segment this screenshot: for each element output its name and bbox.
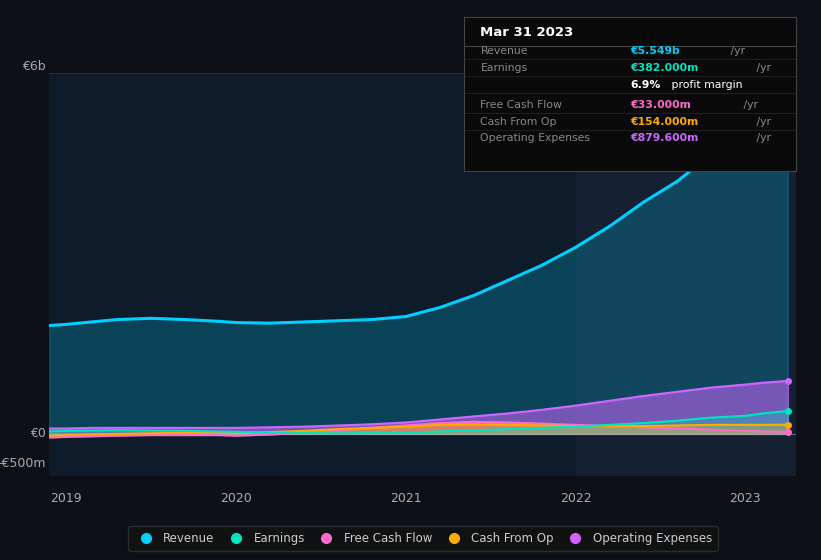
Text: 2019: 2019 [50,492,82,505]
Text: Mar 31 2023: Mar 31 2023 [480,26,574,39]
Text: €33.000m: €33.000m [631,100,691,110]
Text: €154.000m: €154.000m [631,116,699,127]
Text: €0: €0 [30,427,45,440]
Text: €5.549b: €5.549b [631,46,680,55]
Text: /yr: /yr [753,116,771,127]
Text: -€500m: -€500m [0,458,45,470]
Text: €879.600m: €879.600m [631,133,699,143]
Text: €382.000m: €382.000m [631,63,699,73]
Text: /yr: /yr [753,63,771,73]
Text: Cash From Op: Cash From Op [480,116,557,127]
Legend: Revenue, Earnings, Free Cash Flow, Cash From Op, Operating Expenses: Revenue, Earnings, Free Cash Flow, Cash … [128,526,718,550]
Text: Revenue: Revenue [480,46,528,55]
Bar [576,73,796,476]
Text: 2023: 2023 [730,492,761,505]
Text: 6.9%: 6.9% [631,80,660,90]
Text: profit margin: profit margin [668,80,743,90]
Text: Earnings: Earnings [480,63,528,73]
Text: Operating Expenses: Operating Expenses [480,133,590,143]
Text: Free Cash Flow: Free Cash Flow [480,100,562,110]
Text: /yr: /yr [727,46,745,55]
Text: 2022: 2022 [560,492,591,505]
Text: /yr: /yr [753,133,771,143]
Text: /yr: /yr [740,100,758,110]
Text: 2020: 2020 [220,492,252,505]
Text: 2021: 2021 [390,492,422,505]
Text: €6b: €6b [22,60,45,73]
